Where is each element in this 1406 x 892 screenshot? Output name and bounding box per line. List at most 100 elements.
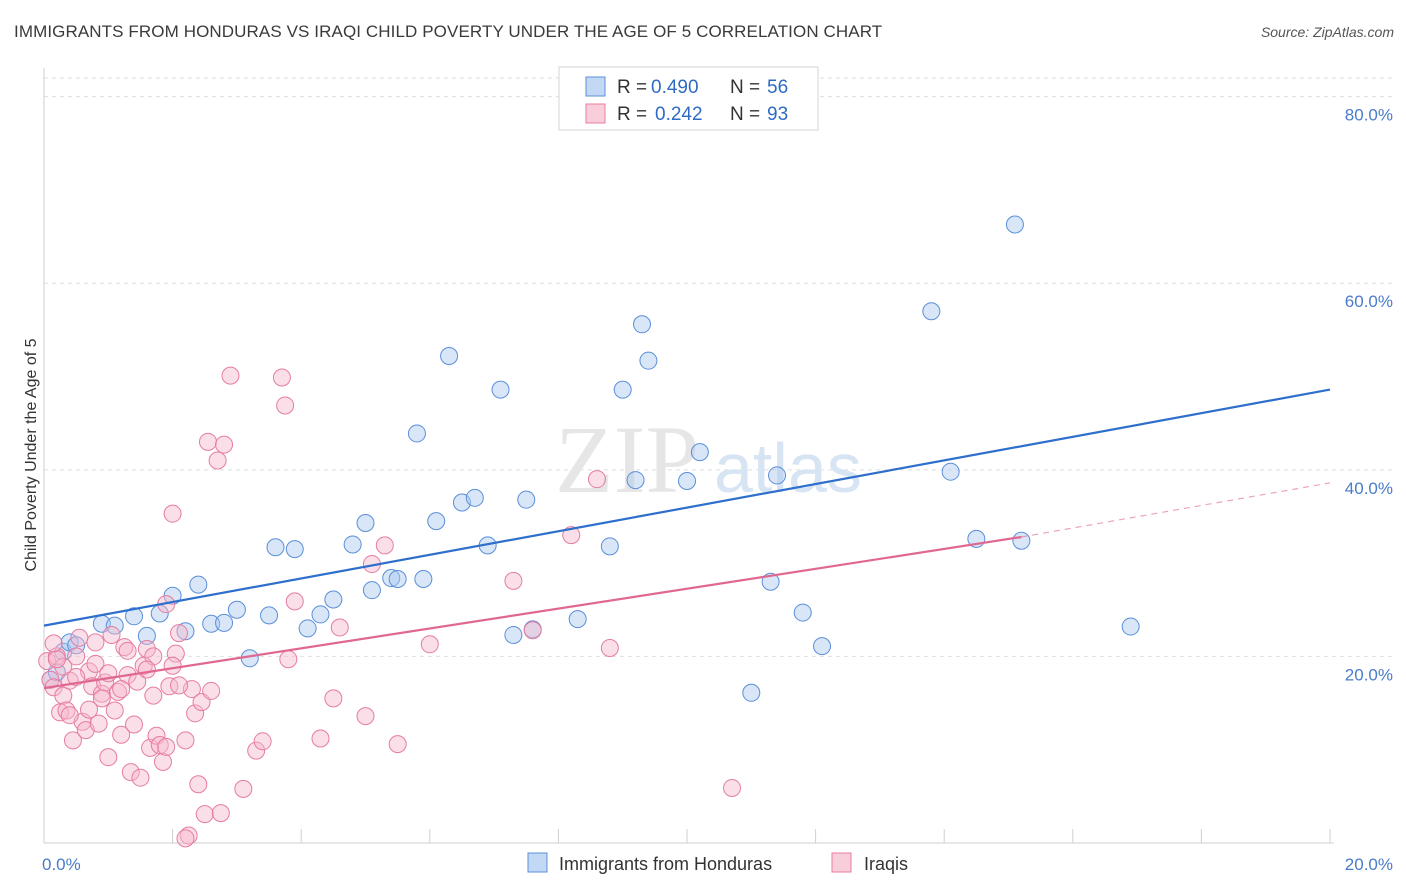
point-s0-22	[324, 590, 343, 609]
point-s0-13	[202, 614, 221, 633]
point-s0-36	[504, 625, 523, 644]
y-tick-label-3: 80.0%	[1345, 106, 1393, 125]
point-s1-9	[67, 647, 86, 666]
point-s1-10	[70, 628, 89, 647]
point-s1-58	[272, 368, 291, 387]
point-s1-76	[54, 657, 73, 676]
legend-r-value-1: 0.490	[651, 77, 699, 98]
point-s0-55	[1005, 215, 1024, 234]
point-s1-46	[189, 775, 208, 794]
point-s1-69	[504, 571, 523, 590]
point-s0-45	[678, 472, 696, 491]
point-s0-41	[613, 380, 632, 399]
point-s1-87	[44, 634, 63, 653]
point-s1-70	[523, 621, 542, 640]
point-s1-88	[67, 667, 86, 686]
legend-n-label-1: N =	[730, 77, 760, 98]
stats-legend: R = 0.490 N = 56 R = 0.242 N = 93	[558, 66, 819, 131]
point-s0-57	[1121, 617, 1140, 636]
series-legend-label-honduras: Immigrants from Honduras	[559, 854, 772, 874]
point-s1-29	[131, 768, 150, 787]
point-s1-90	[157, 737, 176, 756]
point-s0-49	[768, 466, 787, 485]
point-s0-21	[311, 605, 330, 624]
legend-n-value-2: 93	[767, 104, 788, 125]
point-s0-17	[260, 606, 279, 625]
point-s1-50	[202, 681, 221, 700]
point-s1-53	[215, 435, 234, 454]
point-s0-18	[266, 538, 285, 557]
point-s1-33	[144, 647, 163, 666]
point-s0-6	[105, 616, 124, 635]
point-s1-55	[234, 779, 253, 798]
point-s1-38	[160, 677, 179, 696]
source-label: Source: ZipAtlas.com	[1260, 24, 1394, 40]
point-s1-92	[86, 633, 105, 652]
point-s0-23	[343, 535, 362, 554]
point-s1-8	[63, 731, 82, 750]
point-s0-19	[285, 540, 304, 559]
point-s0-30	[427, 512, 446, 531]
point-s1-71	[420, 635, 439, 654]
point-s0-33	[465, 488, 484, 507]
y-tick-label-0: 20.0%	[1345, 665, 1393, 684]
point-s0-50	[793, 603, 812, 622]
point-s0-7	[125, 607, 144, 626]
point-s1-51	[208, 451, 227, 470]
point-s0-53	[941, 462, 960, 481]
series-legend-swatch-honduras	[527, 852, 548, 873]
point-s0-8	[137, 626, 156, 645]
trend-line-s1	[43, 535, 1022, 690]
point-s1-85	[144, 686, 163, 705]
watermark-atlas: atlas	[714, 429, 862, 507]
trend-lines	[43, 388, 1331, 690]
point-s1-61	[285, 592, 304, 611]
legend-swatch-iraqis	[585, 103, 606, 124]
point-s0-20	[298, 619, 317, 638]
point-s1-84	[118, 641, 137, 660]
point-s0-28	[407, 424, 426, 443]
point-s1-62	[311, 729, 330, 748]
point-s0-52	[922, 302, 941, 321]
point-s1-43	[179, 826, 198, 845]
point-s0-40	[600, 537, 619, 556]
point-s1-23	[112, 725, 131, 744]
point-s1-59	[276, 396, 295, 415]
point-s0-37	[517, 490, 536, 509]
trend-line-s0	[43, 388, 1331, 627]
point-s1-27	[125, 715, 144, 734]
point-s1-82	[60, 706, 79, 725]
point-s1-45	[186, 704, 205, 723]
point-s1-91	[176, 829, 195, 848]
point-s1-16	[89, 714, 108, 733]
point-s1-48	[195, 805, 214, 824]
series-legend: Immigrants from Honduras Iraqis	[527, 852, 908, 874]
point-s0-46	[690, 443, 709, 462]
point-s0-31	[440, 347, 459, 366]
tick-labels: 20.0% 40.0% 60.0% 80.0% 0.0% 20.0%	[42, 106, 1393, 874]
point-s0-11	[176, 622, 195, 641]
series-legend-swatch-iraqis	[831, 852, 852, 873]
point-s0-24	[356, 514, 375, 533]
point-s1-20	[102, 625, 121, 644]
point-s1-72	[562, 526, 581, 545]
y-axis-label: Child Poverty Under the Age of 5	[23, 338, 40, 571]
point-s1-63	[324, 689, 343, 708]
point-s1-39	[163, 504, 182, 523]
grid	[44, 77, 1392, 657]
point-s1-54	[221, 366, 240, 385]
point-s1-60	[279, 650, 298, 669]
point-s1-79	[137, 660, 156, 679]
legend-r-value-2: 0.242	[655, 104, 703, 125]
series-legend-label-iraqis: Iraqis	[864, 854, 908, 874]
x-tick-label-0: 0.0%	[42, 855, 81, 874]
point-s1-73	[587, 470, 606, 489]
y-tick-label-2: 60.0%	[1345, 292, 1393, 311]
point-s0-39	[568, 610, 587, 629]
point-s0-26	[382, 569, 401, 588]
point-s0-42	[626, 471, 645, 490]
point-s1-78	[112, 680, 131, 699]
y-tick-label-1: 40.0%	[1345, 479, 1393, 498]
trend-line-dashed-s1	[1021, 482, 1331, 538]
